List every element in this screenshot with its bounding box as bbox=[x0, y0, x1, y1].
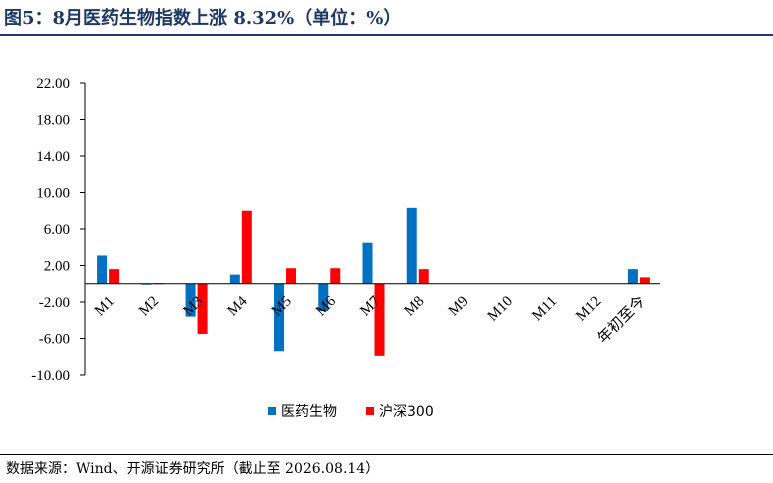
bar-csi300-M3 bbox=[197, 283, 208, 334]
bar-csi300-M8 bbox=[418, 269, 429, 284]
y-tick-label: 10.00 bbox=[36, 186, 70, 202]
x-tick-label: M4 bbox=[225, 293, 251, 319]
x-tick-label: M1 bbox=[92, 293, 118, 319]
x-tick-label: M10 bbox=[485, 293, 516, 324]
x-tick-label: M9 bbox=[446, 293, 472, 319]
title-underline bbox=[0, 34, 773, 36]
source-note: 数据来源：Wind、开源证券研究所（截止至 2026.08.14） bbox=[6, 461, 380, 477]
bar-pharma-M1 bbox=[97, 255, 108, 284]
x-tick-label: M6 bbox=[313, 293, 339, 319]
x-tick-label: M5 bbox=[269, 293, 295, 319]
y-tick-label: -2.00 bbox=[39, 295, 70, 311]
bar-pharma-M3 bbox=[185, 283, 196, 317]
y-tick-label: 6.00 bbox=[44, 222, 70, 238]
legend-label-pharma: 医药生物 bbox=[281, 404, 337, 420]
bar-pharma-M7 bbox=[362, 242, 373, 284]
y-tick-label: 2.00 bbox=[44, 259, 70, 275]
bar-pharma-M5 bbox=[274, 283, 285, 352]
bar-csi300-M4 bbox=[241, 210, 252, 284]
legend: 医药生物 沪深300 bbox=[268, 404, 434, 420]
y-tick-label: -6.00 bbox=[39, 332, 70, 348]
legend-label-csi300: 沪深300 bbox=[379, 404, 434, 420]
x-tick-label: M8 bbox=[402, 293, 428, 319]
bar-csi300-M1 bbox=[109, 269, 120, 284]
bars bbox=[97, 207, 650, 356]
y-tick-label: 14.00 bbox=[36, 149, 70, 165]
bar-pharma-M4 bbox=[229, 274, 240, 284]
y-tick-label: 22.00 bbox=[36, 76, 70, 92]
bar-pharma-M6 bbox=[318, 283, 329, 312]
bar-pharma-M8 bbox=[406, 207, 417, 284]
x-tick-label: M2 bbox=[136, 293, 162, 319]
y-axis: 22.00 18.00 14.00 10.00 6.00 2.00 -2.00 -6.00 -1… bbox=[31, 76, 86, 384]
bar-chart: 22.00 18.00 14.00 10.00 6.00 2.00 -2.00 -6.00 -1… bbox=[31, 76, 660, 420]
y-tick-label: 18.00 bbox=[36, 113, 70, 129]
bar-csi300-M6 bbox=[330, 268, 341, 284]
legend-swatch-csi300 bbox=[366, 407, 374, 415]
x-tick-label: 年初至今 bbox=[594, 293, 648, 347]
x-tick-label: M11 bbox=[529, 293, 560, 324]
bar-pharma-年初至今 bbox=[627, 269, 638, 284]
bar-csi300-M5 bbox=[286, 268, 297, 284]
y-tick-label: -10.00 bbox=[31, 368, 70, 384]
x-tick-label: M12 bbox=[573, 293, 604, 324]
legend-swatch-pharma bbox=[268, 407, 276, 415]
bar-csi300-年初至今 bbox=[639, 277, 650, 284]
chart-title: 图5：8月医药生物指数上涨 8.32%（单位：%） bbox=[4, 8, 402, 29]
bar-csi300-M7 bbox=[374, 283, 385, 356]
footer-rule bbox=[0, 454, 773, 455]
